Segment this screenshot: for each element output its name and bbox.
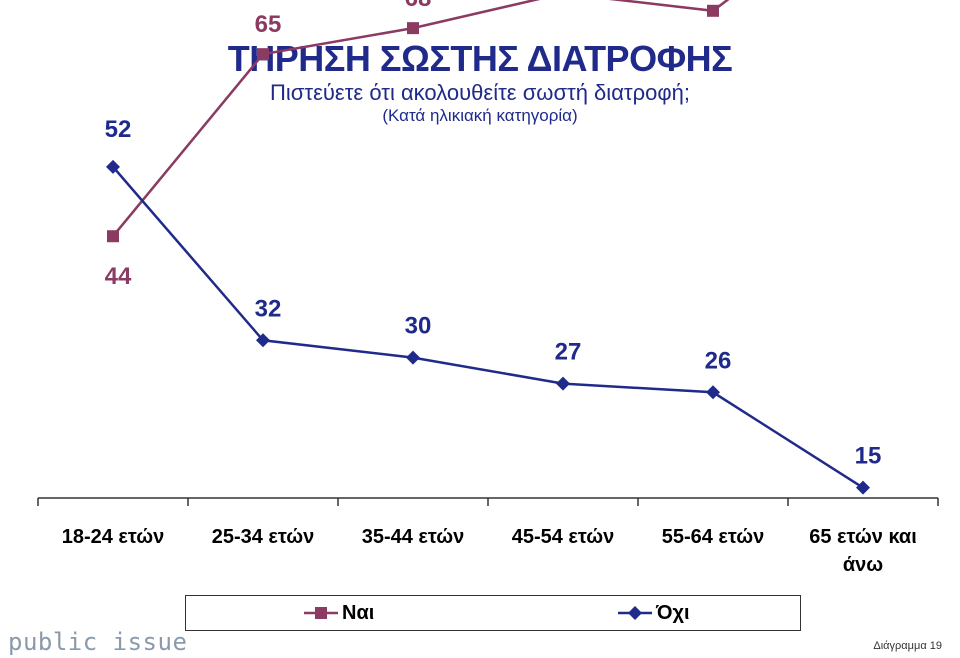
data-label-yes: 44: [105, 263, 132, 290]
series-line-yes: [112, 0, 730, 238]
x-tick-label: 55-64 ετών: [662, 526, 765, 548]
x-tick-label: 35-44 ετών: [362, 526, 465, 548]
data-label-no: 30: [405, 313, 432, 340]
data-label-yes: 65: [255, 11, 282, 38]
legend-square-marker-icon: [304, 607, 338, 619]
data-label-no: 15: [855, 443, 882, 470]
data-label-no: 26: [705, 347, 732, 374]
data-point-yes: [407, 22, 419, 35]
data-label-no: 27: [555, 339, 582, 366]
data-point-no: [556, 376, 570, 391]
legend-item-no: Όχι: [618, 600, 690, 626]
legend-item-yes: Ναι: [304, 600, 374, 626]
legend-label-yes: Ναι: [342, 601, 375, 624]
data-point-yes: [107, 230, 119, 243]
data-point-no: [256, 333, 270, 348]
chart-subtitle-secondary: (Κατά ηλικιακή κατηγορία): [382, 106, 578, 125]
data-point-no: [406, 350, 420, 365]
series-line-no: [112, 166, 864, 489]
data-label-no: 52: [105, 116, 132, 143]
data-point-no: [856, 480, 870, 495]
legend-label-no: Όχι: [656, 601, 690, 624]
data-point-no: [706, 385, 720, 400]
x-tick-label: 25-34 ετών: [212, 526, 315, 548]
legend: Ναι Όχι: [185, 595, 801, 631]
footer-label: Διάγραμμα 19: [873, 640, 942, 652]
data-label-no: 32: [255, 295, 282, 322]
x-tick-label: άνω: [843, 554, 883, 576]
brand-logo: public issue: [8, 628, 188, 656]
x-tick-label: 65 ετών και: [809, 526, 917, 548]
legend-diamond-marker-icon: [618, 606, 652, 620]
data-point-yes: [707, 4, 719, 17]
data-point-no: [106, 159, 120, 174]
chart-subtitle: Πιστεύετε ότι ακολουθείτε σωστή διατροφή…: [270, 80, 690, 105]
x-tick-label: 18-24 ετών: [62, 526, 165, 548]
line-chart: 18-24 ετών 25-34 ετών 35-44 ετών 45-54 ετών…: [37, 0, 939, 576]
data-label-yes: 68: [405, 0, 432, 12]
x-tick-label: 45-54 ετών: [512, 526, 615, 548]
data-point-yes: [257, 48, 269, 61]
